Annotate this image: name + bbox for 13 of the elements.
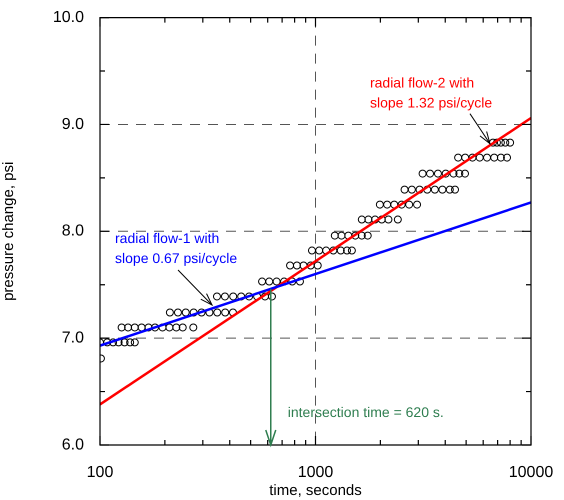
y-tick-label: 7.0 <box>62 330 84 347</box>
y-tick-label: 8.0 <box>62 222 84 240</box>
annotation: radial flow-2 with slope 1.32 psi/cycle <box>370 74 492 111</box>
x-tick-label: 100 <box>86 464 114 482</box>
ref-line-label: intersection time = 620 s. <box>288 404 444 420</box>
x-axis-title: time, seconds <box>269 482 362 500</box>
y-tick-label: 9.0 <box>62 116 84 133</box>
y-tick-label: 10.0 <box>52 9 84 26</box>
y-tick-label: 6.0 <box>62 436 84 454</box>
annotation: radial flow-1 with slope 0.67 psi/cycle <box>115 230 238 266</box>
y-axis-title: pressure change, psi <box>0 162 18 301</box>
x-tick-label: 1000 <box>298 464 334 482</box>
x-tick-label: 10000 <box>508 464 554 482</box>
